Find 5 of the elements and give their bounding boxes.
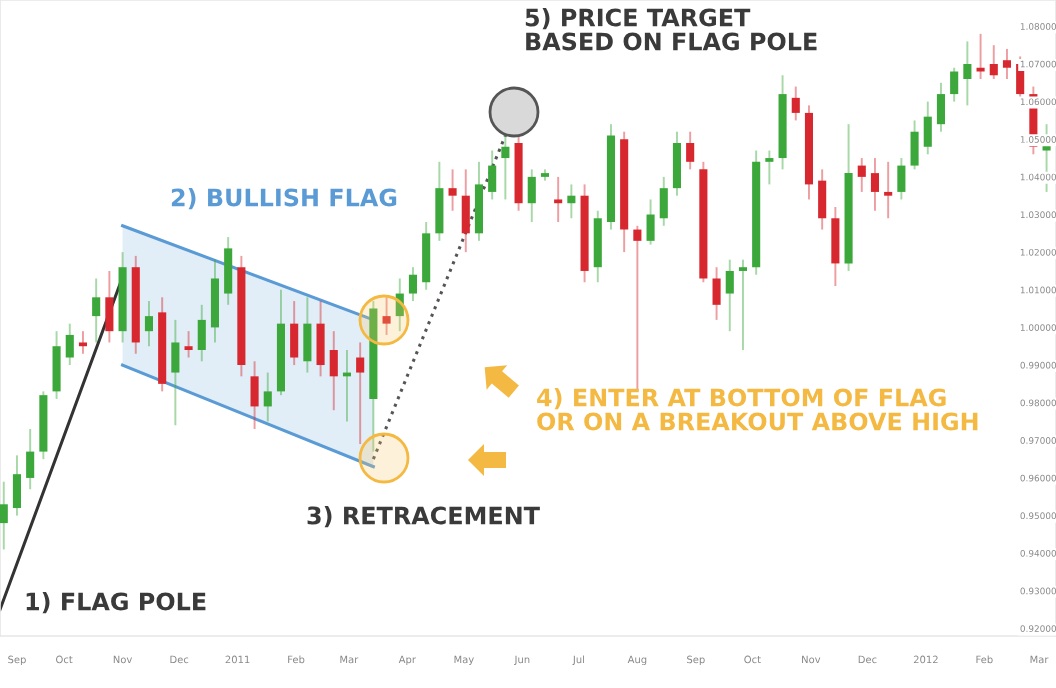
annotation: 5) PRICE TARGET BASED ON FLAG POLE — [525, 8, 817, 51]
annotation: 4) ENTER AT BOTTOM OF FLAG OR ON A BREAKOUT ABOVE HIGH — [537, 388, 978, 431]
annotation: 1) FLAG POLE — [26, 592, 206, 614]
annotation: 3) RETRACEMENT — [307, 506, 540, 528]
annotation: 2) BULLISH FLAG — [171, 188, 397, 210]
